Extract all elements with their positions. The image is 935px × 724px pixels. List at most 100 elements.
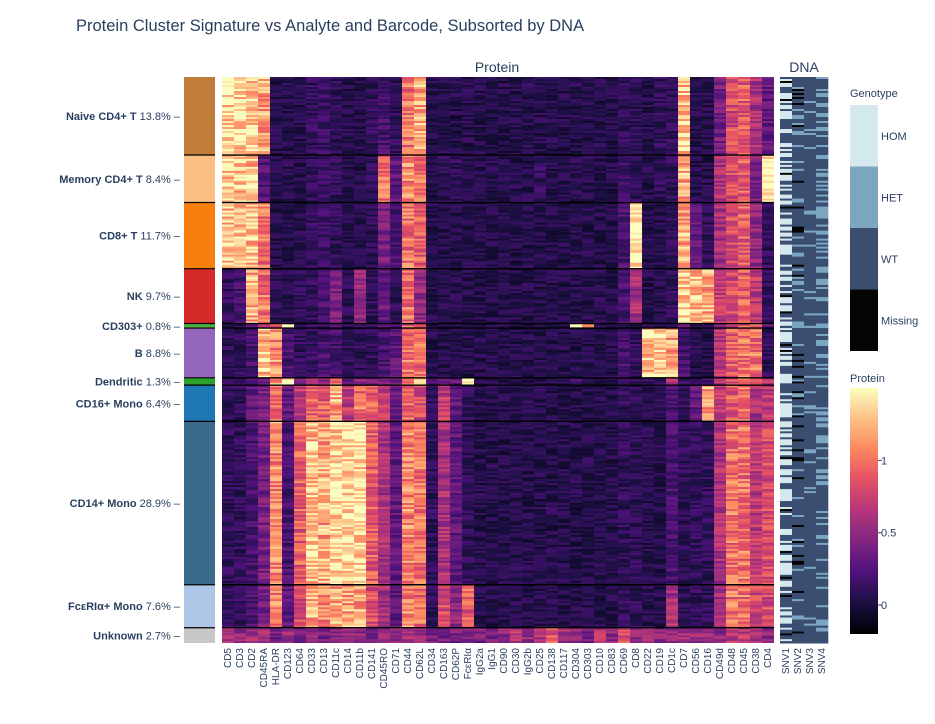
cluster-name: CD8+ T [99,231,137,243]
genotype-legend-label: HOM [881,131,907,143]
protein-colorbar-tick-label: 0 [881,600,887,612]
genotype-legend-swatch [850,289,878,351]
genotype-legend: Genotype HOM HET WT Missing [850,88,918,351]
genotype-legend-label: WT [881,254,898,266]
dna-tick-label: SNV3 [805,648,816,675]
cluster-name: CD14+ Mono [70,498,137,510]
cluster-percent: 8.4% [143,174,171,186]
x-axis-tick-labels: CD5 CD3 CD2 CD45RA HLA-DR CD123 CD64 CD33 CD13 CD… [223,648,828,689]
cluster-label: NK 9.7% – [127,291,181,303]
protein-tick-label: CD49d [715,648,726,679]
protein-tick-label: CD11b [355,648,366,679]
protein-colorbar: Protein 0 0.5 1 [850,373,896,634]
cluster-percent: 8.8% [143,348,171,360]
cluster-color-block [184,202,215,269]
protein-tick-label: CD10 [595,648,606,674]
cluster-tick-dash: – [171,231,181,243]
protein-tick-label: CD45RA [259,648,270,688]
protein-colorbar-tick-label: 0.5 [881,528,896,540]
protein-tick-label: CD56 [691,648,702,674]
cluster-tick-dash: – [171,601,181,613]
cluster-tick-dash: – [171,111,181,123]
cluster-name: FcεRIα+ Mono [68,601,143,613]
cluster-tick-dash: – [171,291,181,303]
cluster-percent: 1.3% [143,376,171,388]
cluster-label: CD14+ Mono 28.9% – [70,498,181,510]
protein-tick-label: CD62P [451,648,462,681]
cluster-name: Memory CD4+ T [59,174,143,186]
protein-tick-label: CD1c [667,648,678,673]
genotype-legend-swatch [850,228,878,290]
protein-tick-label: CD90 [499,648,510,674]
cluster-color-block [184,627,215,643]
protein-tick-label: CD19 [655,648,666,674]
cluster-color-block [184,377,215,386]
cluster-label: CD16+ Mono 6.4% – [76,398,181,410]
cluster-percent: 7.6% [143,601,171,613]
cluster-label: CD303+ 0.8% – [102,321,181,333]
cluster-color-block [184,155,215,203]
cluster-percent: 0.8% [143,321,171,333]
protein-tick-label: CD25 [535,648,546,674]
protein-tick-label: CD14 [343,648,354,674]
protein-colorbar-gradient [850,388,878,634]
cluster-tick-dash: – [171,348,181,360]
genotype-legend-swatch [850,105,878,167]
cluster-color-block [184,268,215,324]
cluster-percent: 9.7% [143,291,171,303]
protein-tick-label: CD64 [295,648,306,674]
cluster-label: CD8+ T 11.7% – [99,231,181,243]
cluster-label: Dendritic 1.3% – [95,376,181,388]
dna-tick-label: SNV4 [817,648,828,675]
cluster-tick-dash: – [171,398,181,410]
cluster-color-block [184,584,215,628]
protein-tick-label: CD3 [235,648,246,668]
protein-tick-label: CD5 [223,648,234,668]
protein-tick-label: CD69 [619,648,630,674]
protein-tick-label: CD304 [571,648,582,680]
protein-tick-label: CD163 [439,648,450,680]
protein-tick-label: CD44 [403,648,414,674]
genotype-legend-swatch [850,166,878,228]
dna-tick-label: SNV1 [781,648,792,675]
protein-tick-label: CD62L [415,648,426,680]
protein-tick-label: CD22 [643,648,654,674]
cluster-percent: 28.9% [137,498,171,510]
cluster-color-block [184,328,215,378]
protein-tick-label: CD4 [763,648,774,668]
protein-tick-label: IgG2a [475,648,486,676]
protein-panel-title: Protein [475,59,519,75]
protein-tick-label: HLA-DR [271,648,282,685]
protein-tick-label: CD138 [547,648,558,680]
protein-tick-label: FcεRIα [463,648,474,680]
protein-tick-label: CD123 [283,648,294,680]
cluster-percent: 6.4% [143,398,171,410]
protein-colorbar-tick-label: 1 [881,455,887,467]
cluster-label: B 8.8% – [135,348,181,360]
protein-tick-label: CD141 [367,648,378,680]
protein-tick-label: CD45 [739,648,750,674]
protein-tick-label: CD303 [583,648,594,680]
dna-tick-label: SNV2 [793,648,804,675]
cluster-color-block [184,323,215,329]
cluster-name: CD16+ Mono [76,398,143,410]
cluster-name: Naive CD4+ T [66,111,137,123]
cluster-percent: 13.8% [137,111,171,123]
cluster-label: Unknown 2.7% – [93,630,181,642]
protein-tick-label: CD8 [631,648,642,668]
genotype-legend-label: HET [881,192,903,204]
cluster-color-block [184,385,215,422]
protein-tick-label: CD2 [247,648,258,668]
protein-tick-label: CD71 [391,648,402,674]
protein-tick-label: CD83 [607,648,618,674]
cluster-name: CD303+ [102,321,143,333]
protein-tick-label: IgG1 [487,648,498,670]
protein-tick-label: CD7 [679,648,690,668]
cluster-tick-dash: – [171,321,181,333]
protein-heatmap [222,77,774,643]
cluster-tick-dash: – [171,376,181,388]
cluster-tick-dash: – [171,498,181,510]
protein-tick-label: CD48 [727,648,738,674]
cluster-label: Memory CD4+ T 8.4% – [59,174,181,186]
protein-colorbar-title: Protein [850,373,885,385]
